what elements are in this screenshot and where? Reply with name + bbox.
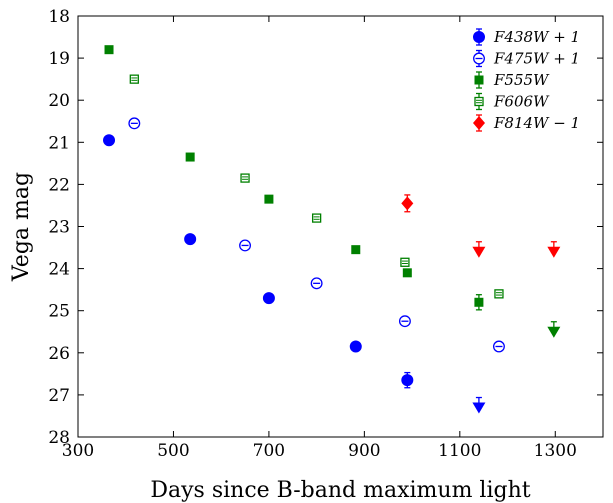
marker-shape	[104, 45, 114, 55]
legend-marker	[474, 96, 484, 107]
y-tick-label: 25	[48, 302, 70, 322]
marker-shape	[402, 268, 412, 278]
data-point	[239, 239, 251, 252]
limit-arrow	[472, 402, 486, 414]
data-point	[129, 74, 139, 84]
marker-shape	[494, 289, 504, 299]
series-2	[128, 117, 505, 353]
marker-shape	[351, 245, 361, 255]
series-4	[129, 74, 504, 299]
legend-marker	[473, 116, 485, 130]
legend-entry: F555W	[474, 71, 550, 89]
y-tick-label: 24	[48, 260, 70, 280]
y-tick-label: 28	[48, 428, 70, 448]
upper-limit-marker	[547, 241, 561, 258]
y-tick-label: 23	[48, 218, 70, 238]
x-tick-label: 1100	[438, 441, 481, 461]
data-point	[104, 45, 114, 55]
data-point	[349, 340, 362, 353]
data-point	[351, 245, 361, 255]
marker-shape	[474, 75, 484, 85]
x-axis-label: Days since B-band maximum light	[150, 478, 530, 503]
marker-shape	[473, 116, 485, 130]
upper-limit-marker	[472, 241, 486, 258]
marker-shape	[184, 233, 197, 246]
marker-shape	[103, 134, 116, 147]
x-tick-label: 1300	[534, 441, 577, 461]
axis-ticks: 300 500 700 900 1100 1300 18 19 20 21 22 23 24 25 26 27…	[48, 7, 603, 461]
legend-label: F606W	[493, 93, 550, 111]
data-marks	[103, 45, 561, 414]
data-point	[240, 173, 250, 183]
data-point	[401, 196, 414, 211]
y-tick-label: 22	[48, 175, 70, 195]
data-point	[128, 117, 141, 130]
series-1	[103, 134, 486, 414]
data-point	[402, 268, 412, 278]
legend-entry: F475W + 1	[473, 50, 580, 68]
x-tick-label: 900	[348, 441, 380, 461]
marker-shape	[473, 31, 485, 43]
data-point	[184, 233, 197, 246]
legend-label: F555W	[493, 71, 550, 89]
marker-shape	[401, 196, 414, 211]
series-5	[401, 194, 561, 258]
legend-marker	[473, 31, 485, 43]
legend-marker	[474, 75, 484, 85]
marker-shape	[311, 213, 322, 223]
legend-entry: F606W	[474, 93, 550, 111]
y-axis-label: Vega mag	[9, 172, 34, 282]
upper-limit-marker	[472, 396, 486, 414]
marker-shape	[474, 297, 484, 307]
data-point	[310, 277, 323, 290]
y-tick-label: 21	[48, 133, 70, 153]
data-point	[264, 194, 274, 204]
data-point	[262, 292, 275, 305]
legend-label: F438W + 1	[493, 28, 580, 46]
legend-label: F814W − 1	[493, 114, 580, 132]
limit-arrow	[547, 326, 561, 338]
data-point	[185, 152, 195, 162]
data-point	[311, 213, 322, 223]
limit-arrow	[472, 246, 486, 258]
y-tick-label: 27	[48, 386, 70, 406]
data-point	[401, 374, 414, 387]
data-point	[400, 257, 410, 267]
marker-shape	[240, 173, 250, 183]
y-tick-label: 19	[48, 49, 70, 69]
legend: F438W + 1 F475W + 1 F555W F606W F814W − 1	[473, 28, 580, 132]
marker-shape	[400, 257, 410, 267]
marker-shape	[262, 292, 275, 305]
x-tick-label: 700	[253, 441, 285, 461]
legend-entry: F438W + 1	[473, 28, 580, 46]
marker-shape	[349, 340, 362, 353]
x-tick-label: 300	[62, 441, 94, 461]
legend-entry: F814W − 1	[473, 114, 580, 132]
y-tick-label: 20	[48, 91, 70, 111]
marker-shape	[264, 194, 274, 204]
marker-shape	[401, 374, 414, 387]
y-tick-label: 26	[48, 344, 70, 364]
x-tick-label: 500	[157, 441, 189, 461]
marker-shape	[185, 152, 195, 162]
data-point	[398, 315, 411, 328]
data-point	[494, 289, 504, 299]
data-point	[493, 340, 505, 353]
data-point	[103, 134, 116, 147]
marker-shape	[129, 74, 139, 84]
marker-shape	[474, 96, 484, 107]
legend-marker	[473, 52, 485, 65]
legend-label: F475W + 1	[493, 50, 580, 68]
series-3	[104, 45, 561, 338]
data-point	[474, 297, 484, 307]
y-tick-label: 18	[48, 7, 70, 27]
limit-arrow	[547, 246, 561, 258]
upper-limit-marker	[547, 321, 561, 338]
